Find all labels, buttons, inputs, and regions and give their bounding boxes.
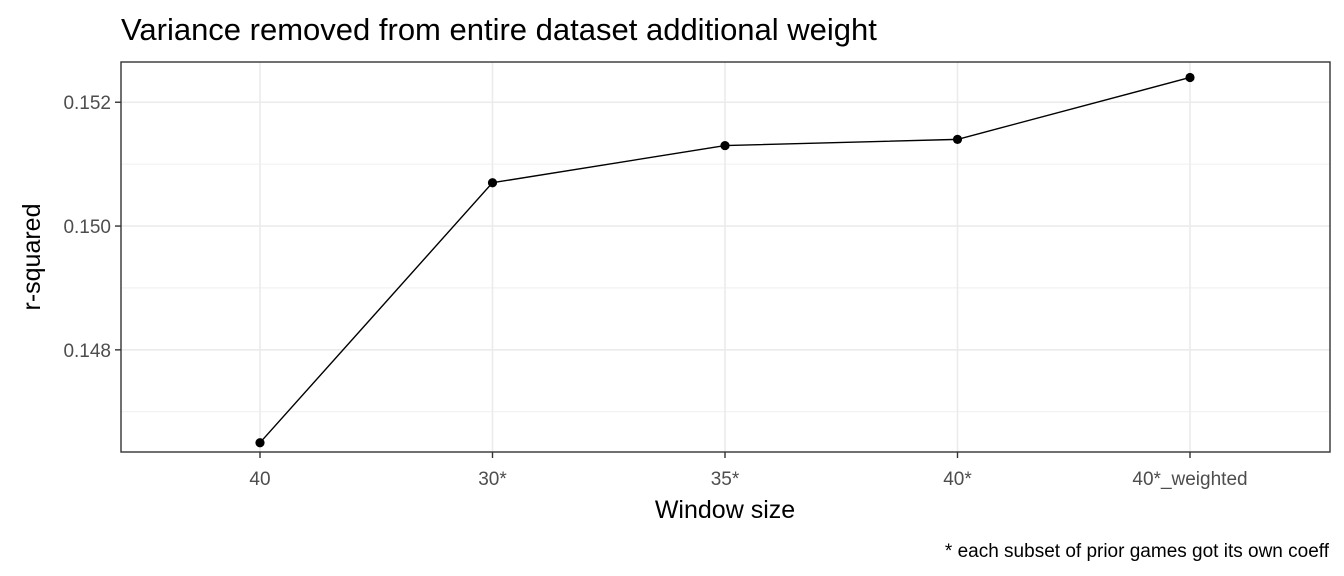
x-tick-label-2: 35* bbox=[711, 469, 740, 490]
chart-title: Variance removed from entire dataset add… bbox=[121, 12, 877, 47]
x-axis: 40 30* 35* 40* 40*_weighted bbox=[249, 452, 1248, 490]
y-axis: 0.148 0.150 0.152 bbox=[63, 93, 121, 362]
x-tick-label-1: 30* bbox=[478, 469, 507, 490]
data-point-4 bbox=[1185, 72, 1195, 83]
data-point-3 bbox=[952, 134, 963, 144]
data-point-0 bbox=[255, 438, 265, 448]
x-tick-label-4: 40*_weighted bbox=[1132, 469, 1247, 490]
y-tick-label-0: 0.148 bbox=[63, 341, 111, 362]
x-axis-title: Window size bbox=[655, 496, 795, 524]
x-tick-label-3: 40* bbox=[943, 469, 972, 490]
y-tick-label-1: 0.150 bbox=[63, 217, 111, 238]
y-axis-title: r-squared bbox=[18, 204, 46, 311]
gridlines bbox=[121, 62, 1330, 452]
series-line-group bbox=[255, 72, 1195, 448]
y-tick-label-2: 0.152 bbox=[63, 93, 111, 114]
data-point-2 bbox=[720, 140, 730, 151]
data-point-1 bbox=[487, 178, 498, 188]
x-tick-label-0: 40 bbox=[249, 469, 270, 490]
chart-caption: * each subset of prior games got its own… bbox=[945, 541, 1330, 562]
